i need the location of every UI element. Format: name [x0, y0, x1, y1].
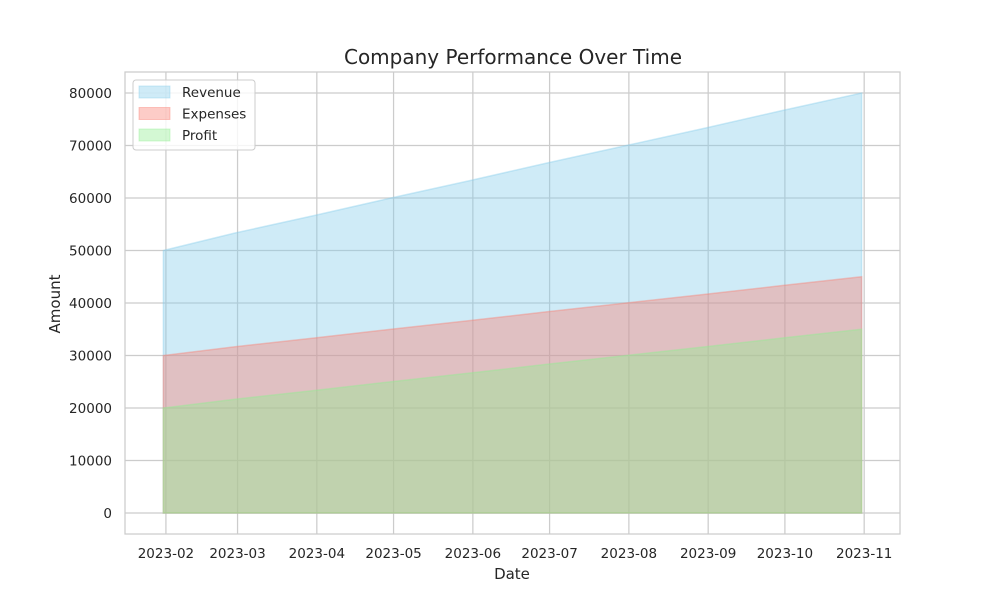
- y-tick-label: 30000: [69, 349, 112, 365]
- y-tick-label: 80000: [69, 86, 112, 102]
- x-tick-label: 2023-04: [289, 546, 345, 562]
- legend: Revenue Expenses Profit: [132, 79, 256, 151]
- legend-swatch: [138, 85, 171, 99]
- legend-box: [132, 79, 256, 151]
- y-tick-label: 0: [103, 506, 112, 522]
- y-tick-label: 40000: [69, 296, 112, 312]
- x-tick-label: 2023-08: [601, 546, 657, 562]
- y-tick-label: 50000: [69, 244, 112, 260]
- x-tick-label: 2023-11: [836, 546, 892, 562]
- x-tick-label: 2023-10: [757, 546, 813, 562]
- ticks: 0 10000 20000 30000 40000 50000 60000 70000 8000…: [69, 86, 892, 562]
- area-profit: [162, 328, 863, 514]
- x-tick-label: 2023-02: [138, 546, 194, 562]
- x-tick-label: 2023-06: [445, 546, 501, 562]
- legend-item-revenue: Revenue: [138, 85, 241, 101]
- y-tick-label: 60000: [69, 191, 112, 207]
- x-tick-label: 2023-09: [680, 546, 736, 562]
- x-axis-label: Date: [494, 565, 530, 583]
- legend-swatch: [138, 107, 171, 120]
- legend-label: Expenses: [182, 107, 246, 123]
- y-axis-label: Amount: [46, 274, 64, 333]
- x-tick-label: 2023-07: [521, 546, 577, 562]
- plot-frame: [124, 71, 901, 535]
- legend-label: Profit: [182, 128, 217, 144]
- area-revenue: [162, 92, 863, 514]
- legend-label: Revenue: [182, 85, 241, 101]
- legend-item-expenses: Expenses: [138, 107, 246, 123]
- x-tick-label: 2023-05: [365, 546, 421, 562]
- y-tick-label: 70000: [69, 139, 112, 155]
- y-tick-label: 10000: [69, 454, 112, 470]
- area-expenses: [162, 275, 863, 514]
- areas: [162, 92, 863, 514]
- legend-swatch: [138, 128, 171, 142]
- legend-item-profit: Profit: [138, 128, 217, 144]
- y-tick-label: 20000: [69, 401, 112, 417]
- x-tick-label: 2023-03: [209, 546, 265, 562]
- chart-title: Company Performance Over Time: [344, 45, 682, 69]
